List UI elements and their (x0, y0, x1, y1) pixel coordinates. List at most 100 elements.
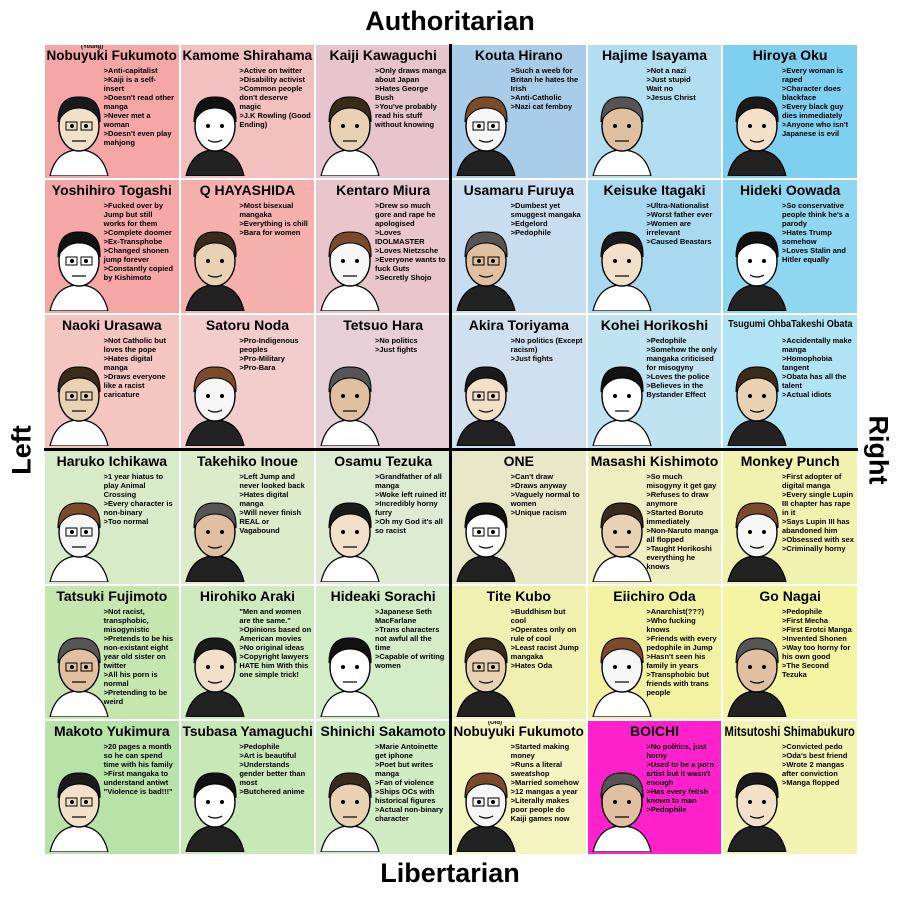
eye (491, 664, 495, 669)
eye (612, 394, 617, 399)
bullet-line: >Vaguely normal to women (510, 489, 580, 508)
portrait (320, 96, 380, 177)
eye (626, 799, 631, 804)
bullet-line: >Actual idiots (781, 390, 832, 400)
bullet-list: >Started making money >Runs a literal swe… (511, 742, 583, 823)
mouth (207, 274, 222, 278)
eye (748, 664, 753, 669)
bullet-line: >Art is beautiful (239, 750, 297, 760)
mouth (478, 680, 494, 684)
bullet-line: >Loves Stalin and Hitler equally (781, 246, 846, 265)
glasses (65, 121, 78, 131)
shoulders (727, 555, 787, 582)
portrait (592, 231, 652, 312)
hair (328, 366, 372, 393)
artist-name-text: BOICHI (629, 722, 679, 739)
eye (477, 124, 481, 129)
cell: Yoshihiro Togashi >Fucked over by Jump bu… (45, 180, 179, 314)
hair (600, 366, 644, 393)
eye (355, 529, 360, 534)
bullet-line: >Changed shonen jump forever (103, 246, 169, 265)
eye (205, 529, 210, 534)
artist-name-text: Tite Kubo (486, 587, 551, 604)
eye (491, 394, 495, 399)
artist-name: Eiichiro Oda (590, 588, 720, 604)
eye (84, 529, 88, 534)
hair (57, 231, 101, 258)
bullet-line: >Draws anyway (510, 480, 567, 490)
shoulders (456, 825, 516, 852)
mouth (207, 680, 222, 684)
axis-label-left: Left (6, 425, 37, 475)
bullet-line: >Used to be a porn artist but it wasn't … (646, 759, 715, 787)
eye (219, 529, 224, 534)
bullet-line: >Constantly copied by Kishimoto (103, 264, 174, 283)
bullet-list: >Grandfather of all manga >Woke left ruin… (375, 472, 447, 535)
bullet-list: >Pedophile >Art is beautiful >Understands … (239, 742, 311, 796)
bullet-line: >So conservative people think he's a par… (781, 201, 850, 229)
eye (70, 259, 74, 264)
bullet-line: >Transphobic but friends with trans peop… (646, 669, 710, 697)
bullet-list: >20 pages a month so he can spend time w… (104, 742, 176, 796)
bullet-line: >No original ideas (239, 642, 305, 652)
artist-name-text: Tsugumi Ohba (728, 319, 792, 331)
glasses (487, 662, 500, 672)
portrait (727, 637, 787, 717)
eye (355, 259, 360, 264)
bullet-line: >Just fights (510, 354, 553, 364)
bullet-list: >Dumbest yet smuggest mangaka >Edgelord >P… (511, 201, 583, 237)
bullet-list: >Convicted pedo >Oda's best friend >Wrote … (782, 742, 854, 787)
artist-name-text: Takehiko Inoue (197, 452, 298, 469)
eye (626, 394, 631, 399)
portrait (727, 502, 787, 582)
bullet-line: >Married somehow (510, 777, 579, 787)
shoulders (592, 690, 652, 717)
bullet-line: >Every woman is raped (781, 66, 844, 84)
bullet-list: >Ultra-Nationalist >Worst father ever >Wom… (646, 201, 718, 246)
eye (84, 394, 88, 399)
artist-name: Hirohiko Araki (183, 588, 313, 604)
bullet-list: >No politics (Except racism) >Just fights (511, 336, 583, 363)
shoulders (49, 149, 109, 177)
bullet-line: >No politics (374, 336, 418, 346)
glasses (80, 256, 93, 266)
portrait (727, 96, 787, 177)
glasses (65, 527, 78, 537)
portrait (456, 772, 516, 852)
shoulders (456, 284, 516, 312)
bullet-line: >First mangaka to understand antiwt (103, 768, 169, 787)
bullet-list: >No politics, just horny >Used to be a po… (646, 742, 718, 814)
bullet-line: >Says Lupin III has abandoned him (781, 516, 850, 535)
bullet-line: >Pedophile (239, 741, 280, 751)
eye (762, 799, 767, 804)
eye (748, 124, 753, 129)
eye (626, 259, 631, 264)
mouth (750, 545, 765, 549)
bullet-line: >First adopter of digital manga (781, 471, 842, 490)
eye (477, 259, 481, 264)
portrait (456, 96, 516, 177)
artist-name: Hideki Oowada (725, 182, 855, 198)
bullet-line: >Convicted pedo (781, 741, 843, 751)
bullet-line: >Wrote 2 mangas after conviction (781, 759, 845, 778)
cell: Satoru Noda >Pro-Indigenous peoples >Pro-M… (180, 315, 315, 449)
compass-grid: Nobuyuki Fukumoto (Young) >Anti-capitalist… (44, 44, 858, 855)
bullet-line: >Invented Shonen (781, 633, 847, 643)
artist-name-text: Eiichiro Oda (613, 587, 696, 604)
bullet-line: >12 mangas a year (510, 786, 578, 796)
eye (70, 664, 74, 669)
glasses (487, 391, 500, 401)
cell: Keisuke Itagaki >Ultra-Nationalist >Worst … (587, 180, 722, 314)
hair (57, 502, 101, 528)
bullet-line: >Only draws manga about Japan (374, 66, 447, 84)
name-note: (Young) (81, 45, 104, 50)
bullet-list: >1 year hiatus to play Animal Crossing >E… (104, 472, 176, 526)
artist-name: Kouta Hirano (454, 47, 584, 63)
hair (464, 366, 508, 393)
glasses (65, 391, 78, 401)
mouth (750, 815, 765, 819)
artist-name-text: Tetsuo Hara (343, 317, 424, 334)
artist-name: Q HAYASHIDA (183, 182, 313, 198)
artist-name-text: Usamaru Furuya (463, 182, 575, 199)
